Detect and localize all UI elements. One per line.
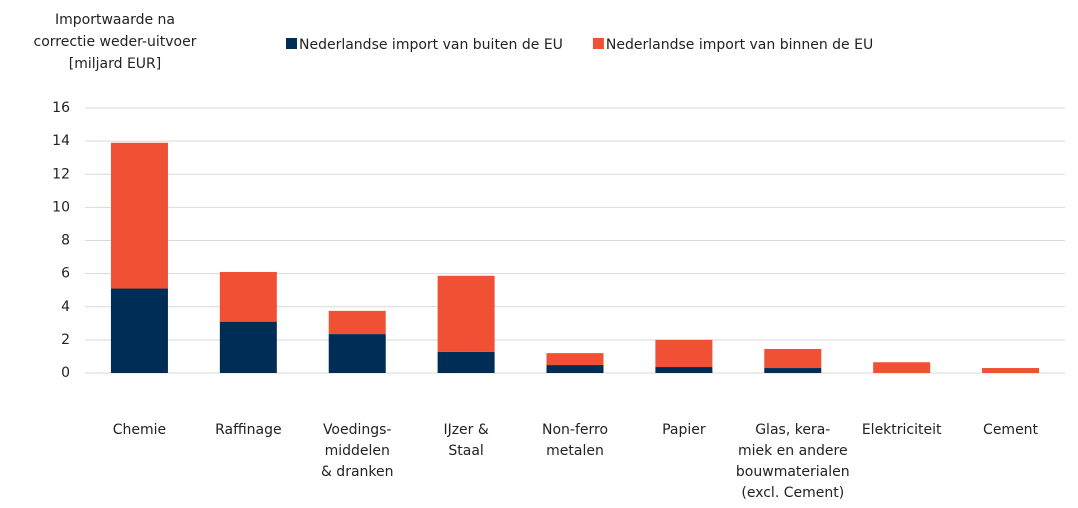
y-tick-label: 4 (61, 299, 70, 315)
x-tick-label: middelen (325, 443, 390, 459)
bar-segment (982, 368, 1040, 373)
y-tick-label: 8 (61, 233, 70, 249)
y-axis-title: Importwaarde na (55, 12, 175, 28)
legend-label: Nederlandse import van buiten de EU (299, 37, 563, 53)
bar-segment (219, 271, 277, 322)
bar-segment (873, 362, 931, 373)
bar-segment (110, 288, 168, 373)
y-tick-label: 10 (52, 199, 70, 215)
y-tick-label: 6 (61, 266, 70, 282)
x-tick-label: metalen (546, 443, 604, 459)
x-tick-label: & dranken (321, 464, 394, 480)
bar-segment (764, 348, 822, 369)
bar-segment (328, 310, 386, 335)
y-tick-label: 12 (52, 166, 70, 182)
y-axis-title: [miljard EUR] (69, 56, 161, 72)
x-tick-label: Raffinage (215, 422, 282, 438)
x-tick-label: IJzer & (443, 422, 488, 438)
bar-segment (546, 353, 604, 366)
legend-label: Nederlandse import van binnen de EU (606, 37, 873, 53)
y-axis-title: correctie weder-uitvoer (34, 34, 197, 50)
bar-segment (655, 367, 713, 373)
x-tick-label: (excl. Cement) (741, 485, 844, 501)
x-tick-label: Staal (448, 443, 483, 459)
x-tick-label: Voedings- (323, 422, 392, 438)
bar-segment (328, 334, 386, 373)
bar-segment (764, 368, 822, 373)
x-tick-label: Chemie (113, 422, 166, 438)
x-tick-label: Papier (662, 422, 706, 438)
y-tick-label: 2 (61, 332, 70, 348)
x-tick-label: Non-ferro (542, 422, 608, 438)
x-tick-label: Glas, kera- (755, 422, 830, 438)
bar-segment (110, 142, 168, 289)
bar-segment (546, 365, 604, 373)
legend-swatch (592, 38, 604, 49)
x-tick-label: bouwmaterialen (736, 464, 850, 480)
x-tick-label: miek en andere (738, 443, 848, 459)
y-tick-label: 16 (52, 100, 70, 116)
y-tick-label: 0 (61, 365, 70, 381)
y-tick-label: 14 (52, 133, 70, 149)
legend-swatch (286, 38, 297, 49)
x-tick-label: Cement (983, 422, 1039, 438)
bar-segment (655, 339, 713, 368)
x-tick-label: Elektriciteit (862, 422, 942, 438)
bar-segment (219, 321, 277, 373)
bar-segment (437, 275, 495, 352)
bar-segment (437, 351, 495, 373)
